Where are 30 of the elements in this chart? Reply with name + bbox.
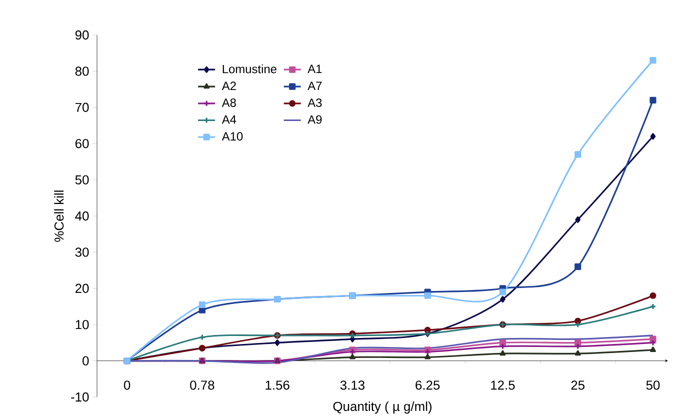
- legend-label: Lomustine: [222, 64, 276, 74]
- x-tick-label: 25: [571, 380, 584, 390]
- x-tick-label: 6.25: [416, 380, 440, 390]
- x-tick-label: 50: [646, 380, 660, 390]
- y-axis-title: %Cell kill: [54, 190, 64, 242]
- legend-label: A8: [222, 98, 236, 107]
- legend-label: A9: [308, 115, 322, 124]
- y-tick-label: 40: [75, 211, 89, 221]
- x-tick-label: 3.13: [340, 380, 364, 390]
- y-tick-label: 80: [75, 66, 89, 76]
- legend-label: A3: [308, 98, 322, 107]
- x-tick-label: 0.78: [190, 380, 214, 390]
- y-tick-label: 20: [75, 284, 89, 293]
- y-tick-label: 90: [75, 30, 89, 40]
- y-tick-label: 0: [82, 356, 89, 366]
- y-tick-label: -10: [71, 392, 89, 402]
- legend-label: A7: [308, 82, 322, 90]
- legend-label: A1: [308, 64, 322, 73]
- x-tick-label: 0: [124, 380, 130, 390]
- legend-label: A2: [222, 82, 236, 90]
- x-tick-label: 1.56: [266, 380, 290, 390]
- y-tick-label: 30: [75, 248, 89, 257]
- y-tick-label: 10: [76, 320, 89, 330]
- y-tick-label: 70: [75, 102, 89, 112]
- legend-label: A10: [222, 132, 243, 141]
- x-tick-label: 12.5: [491, 380, 515, 390]
- y-tick-label: 60: [75, 139, 89, 148]
- y-tick-label: 50: [75, 175, 89, 184]
- legend-label: A4: [222, 115, 236, 124]
- x-axis-title: Quantity ( µ g/ml): [333, 402, 432, 414]
